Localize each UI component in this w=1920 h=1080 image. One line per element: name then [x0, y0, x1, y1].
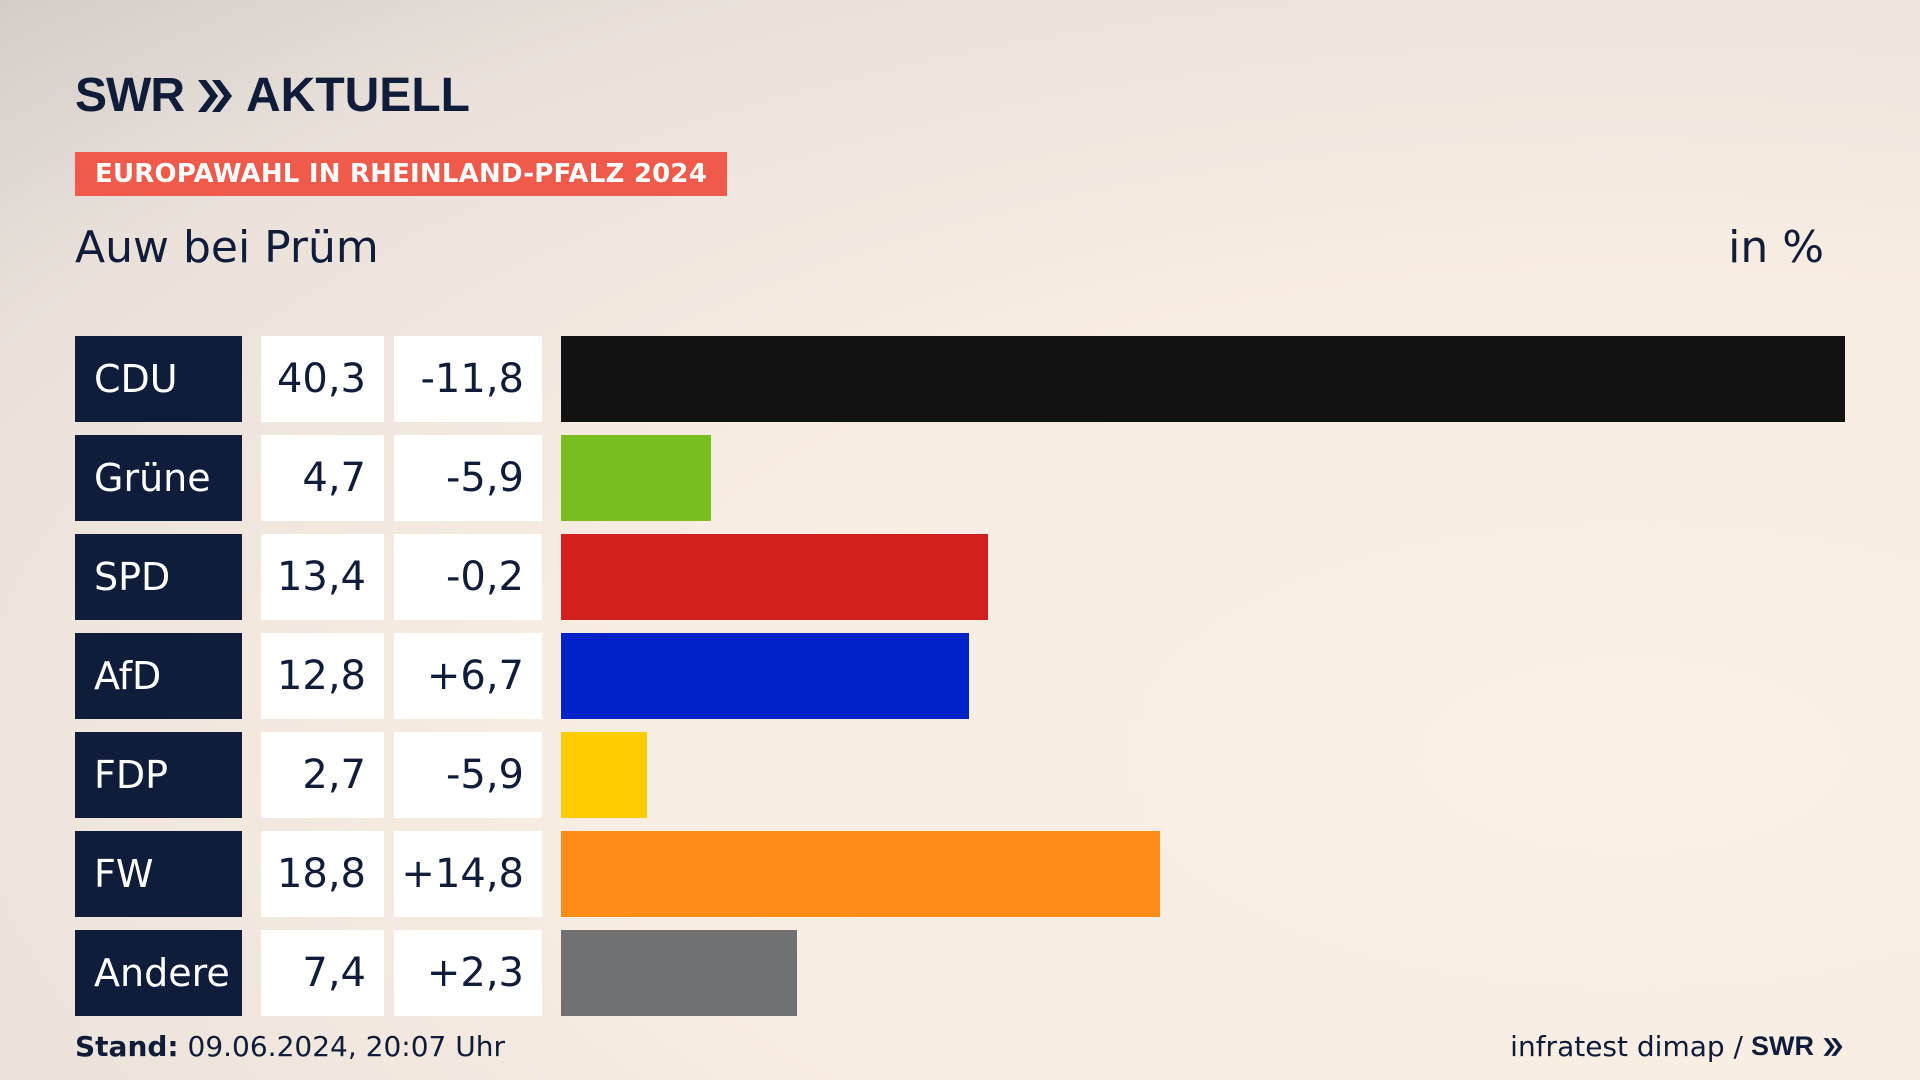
- vote-share-value: 40,3: [261, 336, 384, 422]
- party-label: SPD: [75, 534, 242, 620]
- vote-share-change: -5,9: [394, 435, 542, 521]
- vote-share-value: 18,8: [261, 831, 384, 917]
- vote-share-change: -5,9: [394, 732, 542, 818]
- vote-share-change: +14,8: [394, 831, 542, 917]
- election-badge: EUROPAWAHL IN RHEINLAND-PFALZ 2024: [75, 152, 727, 196]
- footer-timestamp: Stand: 09.06.2024, 20:07 Uhr: [75, 1030, 505, 1063]
- logo-swr-text: SWR: [75, 69, 185, 122]
- result-bar: [561, 732, 647, 818]
- party-label: Grüne: [75, 435, 242, 521]
- place-title: Auw bei Prüm: [75, 222, 379, 273]
- vote-share-change: +2,3: [394, 930, 542, 1016]
- double-chevron-icon: [196, 78, 234, 114]
- unit-label: in %: [1728, 222, 1824, 273]
- footer-source: infratest dimap / SWR: [1510, 1030, 1844, 1063]
- vote-share-change: +6,7: [394, 633, 542, 719]
- stand-label: Stand:: [75, 1030, 179, 1063]
- source-text: infratest dimap /: [1510, 1030, 1743, 1063]
- party-label: CDU: [75, 336, 242, 422]
- result-bar: [561, 831, 1160, 917]
- vote-share-value: 13,4: [261, 534, 384, 620]
- result-bar: [561, 930, 797, 1016]
- vote-share-value: 2,7: [261, 732, 384, 818]
- vote-share-value: 12,8: [261, 633, 384, 719]
- vote-share-value: 4,7: [261, 435, 384, 521]
- vote-share-value: 7,4: [261, 930, 384, 1016]
- result-bar: [561, 534, 988, 620]
- logo-aktuell-text: AKTUELL: [245, 69, 470, 122]
- vote-share-change: -0,2: [394, 534, 542, 620]
- result-bar: [561, 633, 969, 719]
- party-label: Andere: [75, 930, 242, 1016]
- stand-value: 09.06.2024, 20:07 Uhr: [178, 1030, 505, 1063]
- party-label: FDP: [75, 732, 242, 818]
- swr-aktuell-logo: SWR AKTUELL: [75, 68, 470, 123]
- party-label: FW: [75, 831, 242, 917]
- vote-share-change: -11,8: [394, 336, 542, 422]
- footer-chevron-icon: [1823, 1037, 1843, 1056]
- result-bar: [561, 336, 1845, 422]
- footer-swr-text: SWR: [1751, 1031, 1814, 1061]
- party-label: AfD: [75, 633, 242, 719]
- result-bar: [561, 435, 711, 521]
